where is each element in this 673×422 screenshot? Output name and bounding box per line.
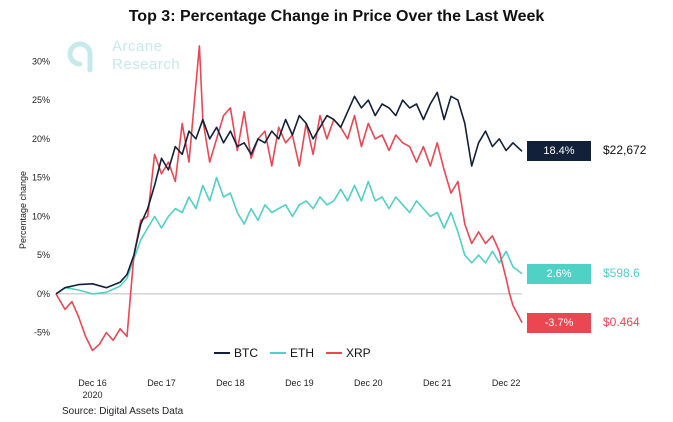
series-line-btc (55, 91, 523, 295)
xrp-price-label: $0.464 (603, 314, 640, 329)
y-tick-label: 5% (37, 250, 50, 260)
legend-item-xrp: XRP (326, 346, 371, 360)
x-tick-label: Dec 19 (285, 378, 314, 388)
y-tick-label: 20% (32, 134, 50, 144)
xrp-percent-badge: -3.7% (527, 312, 591, 333)
legend-label-eth: ETH (290, 346, 314, 360)
legend-swatch-btc (214, 352, 230, 354)
source-note: Source: Digital Assets Data (62, 406, 184, 417)
y-tick-label: 30% (32, 56, 50, 66)
y-tick-label: 25% (32, 95, 50, 105)
logo-text-line1: Arcane (112, 38, 163, 55)
legend-label-btc: BTC (234, 346, 258, 360)
arcane-research-logo: Arcane Research (62, 34, 202, 82)
logo-text-line2: Research (112, 56, 181, 73)
arcane-logo-icon (67, 41, 93, 73)
legend-swatch-eth (270, 352, 286, 354)
chart-legend: BTC ETH XRP (214, 346, 371, 360)
y-tick-label: 15% (32, 173, 50, 183)
x-tick-label: Dec 17 (147, 378, 176, 388)
x-tick-year-label: 2020 (83, 390, 103, 400)
x-tick-label: Dec 16 (78, 378, 107, 388)
chart-title: Top 3: Percentage Change in Price Over t… (128, 8, 545, 25)
btc-percent-badge: 18.4% (527, 141, 591, 162)
series-line-xrp (55, 45, 523, 352)
legend-label-xrp: XRP (346, 346, 371, 360)
eth-percent-badge: 2.6% (527, 263, 591, 284)
x-tick-label: Dec 22 (492, 378, 521, 388)
y-tick-label: 0% (37, 289, 50, 299)
x-tick-label: Dec 18 (216, 378, 245, 388)
y-tick-label: 10% (32, 211, 50, 221)
legend-item-btc: BTC (214, 346, 258, 360)
x-tick-label: Dec 20 (354, 378, 383, 388)
btc-price-label: $22,672 (603, 143, 647, 158)
eth-price-label: $598.6 (603, 265, 640, 280)
y-tick-label: -5% (34, 328, 50, 338)
legend-swatch-xrp (326, 352, 342, 354)
legend-item-eth: ETH (270, 346, 314, 360)
series-line-eth (55, 176, 523, 295)
x-tick-label: Dec 21 (423, 378, 452, 388)
